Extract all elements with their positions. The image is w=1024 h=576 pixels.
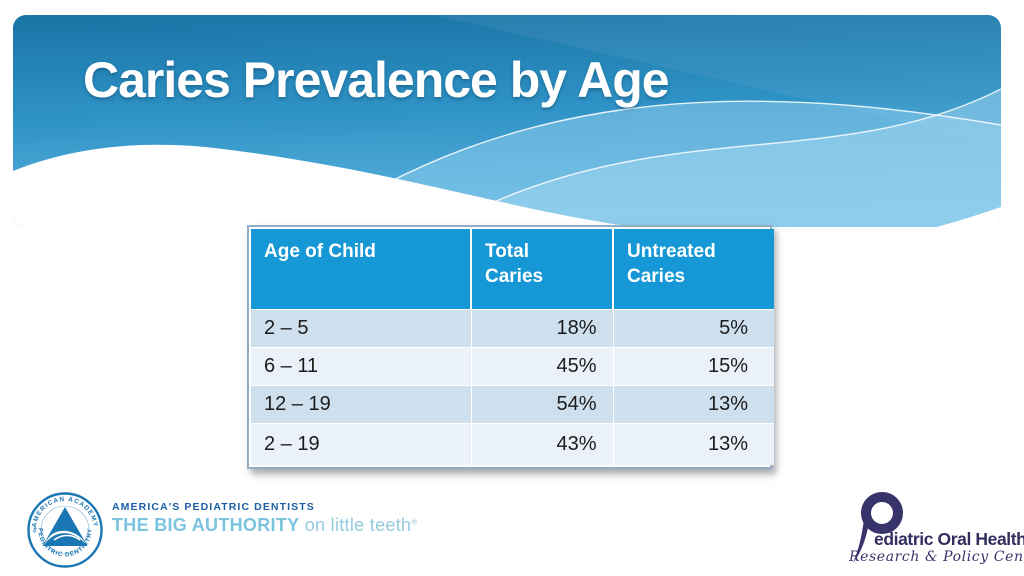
aapd-seal-icon: AMERICAN ACADEMY PEDIATRIC DENTISTRY OF	[27, 492, 103, 568]
caries-table: Age of Child Total Caries Untreated Cari…	[247, 225, 774, 469]
column-header-age: Age of Child	[251, 229, 472, 309]
age-cell: 2 – 5	[251, 308, 472, 347]
poh-name-text: ediatric Oral Health	[874, 529, 1024, 549]
age-cell: 12 – 19	[251, 384, 472, 423]
aapd-little-teeth-text: on little teeth	[299, 515, 412, 535]
poh-subtitle-text: Research & Policy Center	[849, 549, 1024, 565]
aapd-big-authority-text: THE BIG AUTHORITY	[112, 515, 300, 535]
age-cell: 6 – 11	[251, 346, 472, 385]
table-row: 12 – 19 54% 13%	[251, 384, 774, 423]
column-header-total-caries: Total Caries	[471, 229, 614, 309]
total-caries-cell: 54%	[471, 384, 614, 423]
poh-p-logo-icon	[853, 492, 903, 563]
total-caries-cell: 43%	[471, 422, 614, 465]
column-header-untreated-caries: Untreated Caries	[613, 229, 774, 309]
registered-mark: ®	[411, 517, 418, 527]
untreated-caries-cell: 13%	[613, 384, 774, 423]
age-cell: 2 – 19	[251, 422, 472, 465]
wave-background-graphic	[13, 15, 1001, 227]
aapd-wordmark: AMERICA'S PEDIATRIC DENTISTS THE BIG AUT…	[112, 501, 417, 536]
table-header-row: Age of Child Total Caries Untreated Cari…	[251, 229, 774, 309]
aapd-tagline-top: AMERICA'S PEDIATRIC DENTISTS	[112, 501, 315, 513]
total-caries-cell: 18%	[471, 308, 614, 347]
table-row: 2 – 19 43% 13%	[251, 422, 774, 465]
untreated-caries-cell: 13%	[613, 422, 774, 465]
table-body: 2 – 5 18% 5% 6 – 11 45% 15% 12 – 19 54% 13% 2 – 1…	[251, 308, 774, 465]
seal-text-of: OF	[32, 526, 39, 534]
aapd-tagline-bottom: THE BIG AUTHORITY on little teeth®	[112, 515, 417, 536]
table-row: 6 – 11 45% 15%	[251, 346, 774, 385]
table-row: 2 – 5 18% 5%	[251, 308, 774, 347]
untreated-caries-cell: 15%	[613, 346, 774, 385]
total-caries-cell: 45%	[471, 346, 614, 385]
page-title: Caries Prevalence by Age	[83, 52, 670, 108]
untreated-caries-cell: 5%	[613, 308, 774, 347]
header-band: Caries Prevalence by Age	[13, 15, 1001, 227]
